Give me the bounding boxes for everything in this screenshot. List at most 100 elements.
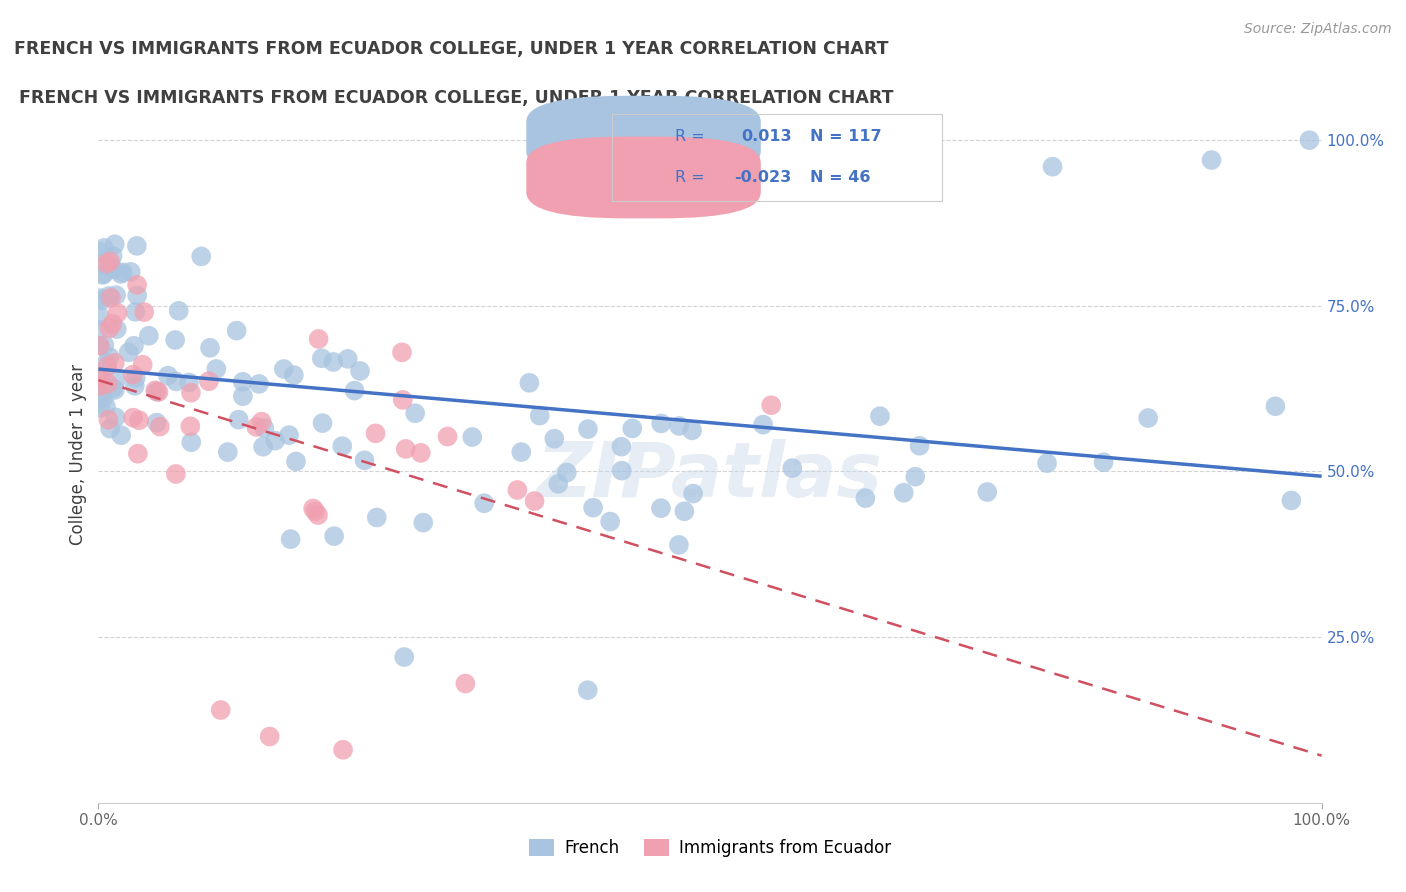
- Point: [232, 375, 254, 389]
- Point: [131, 358, 153, 372]
- Point: [621, 421, 644, 435]
- Point: [125, 371, 148, 385]
- Point: [761, 398, 783, 412]
- Point: [101, 317, 124, 331]
- Point: [104, 356, 127, 370]
- Point: [190, 249, 212, 263]
- Point: [529, 409, 551, 423]
- Point: [180, 385, 202, 400]
- Point: [165, 333, 187, 347]
- Point: [209, 703, 232, 717]
- Point: [668, 538, 690, 552]
- Point: [89, 379, 111, 393]
- Point: [322, 355, 344, 369]
- Point: [89, 391, 111, 405]
- Point: [283, 368, 305, 383]
- Point: [543, 432, 565, 446]
- Point: [94, 400, 117, 414]
- Point: [304, 504, 326, 518]
- Point: [343, 384, 366, 398]
- Point: [104, 383, 127, 397]
- Point: [336, 351, 359, 366]
- Point: [307, 508, 329, 522]
- Point: [127, 288, 149, 302]
- Point: [179, 419, 201, 434]
- Point: [1279, 493, 1302, 508]
- Point: [89, 323, 111, 337]
- Point: [198, 341, 221, 355]
- Point: [93, 338, 115, 352]
- Point: [89, 401, 111, 415]
- Point: [1092, 455, 1115, 469]
- Point: [853, 491, 876, 505]
- Point: [93, 267, 115, 281]
- Point: [96, 359, 118, 374]
- Point: [125, 239, 148, 253]
- Text: ZIPatlas: ZIPatlas: [537, 439, 883, 513]
- Point: [610, 440, 633, 454]
- Point: [404, 406, 426, 420]
- Point: [349, 364, 371, 378]
- Point: [127, 277, 149, 292]
- Point: [610, 464, 633, 478]
- Point: [89, 339, 111, 353]
- Point: [908, 439, 931, 453]
- Point: [217, 445, 239, 459]
- Point: [134, 305, 156, 319]
- Point: [1137, 411, 1160, 425]
- Legend: French, Immigrants from Ecuador: French, Immigrants from Ecuador: [522, 832, 898, 864]
- Point: [105, 306, 128, 320]
- Point: [124, 379, 146, 393]
- Point: [395, 442, 418, 456]
- Point: [409, 446, 432, 460]
- Point: [228, 412, 250, 426]
- Point: [90, 291, 112, 305]
- Point: [1264, 399, 1286, 413]
- Point: [280, 532, 302, 546]
- Point: [576, 683, 599, 698]
- Point: [392, 650, 416, 665]
- Point: [104, 237, 127, 252]
- Point: [124, 305, 146, 319]
- Point: [353, 453, 375, 467]
- Point: [110, 428, 132, 442]
- Point: [308, 332, 330, 346]
- Point: [105, 322, 128, 336]
- Point: [97, 413, 120, 427]
- Text: Source: ZipAtlas.com: Source: ZipAtlas.com: [1244, 22, 1392, 37]
- Point: [311, 351, 333, 366]
- Point: [332, 743, 354, 757]
- Point: [599, 515, 621, 529]
- Point: [145, 416, 167, 430]
- Point: [976, 485, 998, 500]
- Point: [245, 420, 267, 434]
- Point: [198, 374, 221, 388]
- Point: [93, 241, 115, 255]
- Point: [101, 381, 124, 395]
- Point: [90, 369, 112, 384]
- Point: [98, 350, 121, 364]
- Point: [576, 422, 599, 436]
- Point: [454, 676, 477, 690]
- Point: [89, 244, 111, 259]
- Point: [110, 267, 132, 281]
- Point: [118, 345, 141, 359]
- Point: [97, 289, 120, 303]
- Point: [165, 375, 187, 389]
- Point: [96, 256, 118, 270]
- Point: [156, 368, 179, 383]
- Point: [330, 439, 353, 453]
- Point: [869, 409, 891, 424]
- Point: [506, 483, 529, 497]
- Point: [225, 324, 247, 338]
- Point: [285, 454, 308, 468]
- Point: [105, 288, 128, 302]
- Point: [391, 345, 413, 359]
- Point: [149, 419, 172, 434]
- Point: [205, 362, 228, 376]
- Point: [253, 421, 276, 435]
- Point: [1042, 160, 1064, 174]
- Point: [264, 434, 287, 448]
- Point: [138, 328, 160, 343]
- Point: [323, 529, 346, 543]
